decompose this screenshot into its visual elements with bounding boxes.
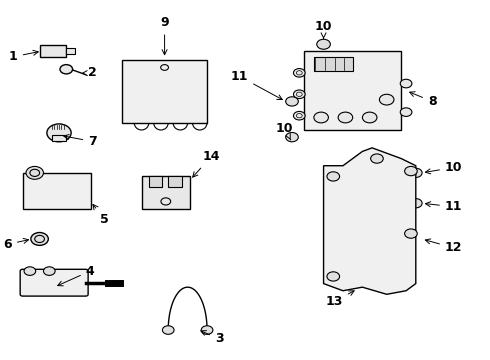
Circle shape	[405, 166, 417, 176]
Bar	[314, 57, 353, 71]
Circle shape	[201, 326, 213, 334]
Circle shape	[286, 132, 298, 142]
Bar	[142, 176, 190, 208]
Bar	[304, 51, 401, 130]
Text: 14: 14	[193, 150, 220, 177]
Text: 13: 13	[326, 291, 354, 308]
Text: 10: 10	[315, 20, 332, 39]
Bar	[168, 176, 182, 187]
Bar	[52, 135, 66, 141]
Text: 10: 10	[276, 122, 294, 140]
Circle shape	[31, 233, 49, 246]
Polygon shape	[323, 148, 416, 294]
Bar	[149, 176, 162, 187]
Text: 12: 12	[425, 239, 463, 255]
Text: 11: 11	[425, 200, 463, 213]
Circle shape	[286, 97, 298, 106]
Circle shape	[317, 39, 330, 49]
Circle shape	[162, 326, 174, 334]
Circle shape	[294, 68, 305, 77]
Bar	[122, 60, 207, 123]
Bar	[40, 45, 66, 57]
Text: 10: 10	[425, 161, 463, 174]
Circle shape	[26, 166, 44, 179]
Circle shape	[327, 172, 340, 181]
Text: 9: 9	[160, 16, 169, 55]
Text: 2: 2	[82, 66, 97, 79]
Circle shape	[327, 272, 340, 281]
Text: 11: 11	[231, 70, 282, 100]
Circle shape	[405, 229, 417, 238]
Circle shape	[410, 199, 422, 208]
Circle shape	[400, 108, 412, 116]
Bar	[66, 48, 75, 54]
Text: 3: 3	[201, 330, 223, 346]
Circle shape	[294, 90, 305, 99]
Circle shape	[60, 64, 73, 74]
Circle shape	[47, 124, 71, 142]
Text: 4: 4	[58, 265, 95, 286]
Text: 6: 6	[3, 238, 28, 251]
Circle shape	[338, 112, 353, 123]
Text: 8: 8	[410, 92, 437, 108]
Circle shape	[294, 111, 305, 120]
Bar	[23, 173, 91, 208]
Circle shape	[363, 112, 377, 123]
Circle shape	[410, 168, 422, 177]
Circle shape	[379, 94, 394, 105]
Text: 7: 7	[64, 135, 97, 148]
FancyBboxPatch shape	[20, 269, 88, 296]
Circle shape	[44, 267, 55, 275]
Circle shape	[24, 267, 36, 275]
Circle shape	[400, 79, 412, 88]
Circle shape	[370, 154, 383, 163]
Circle shape	[314, 112, 328, 123]
Text: 1: 1	[9, 50, 38, 63]
Text: 5: 5	[93, 204, 109, 226]
